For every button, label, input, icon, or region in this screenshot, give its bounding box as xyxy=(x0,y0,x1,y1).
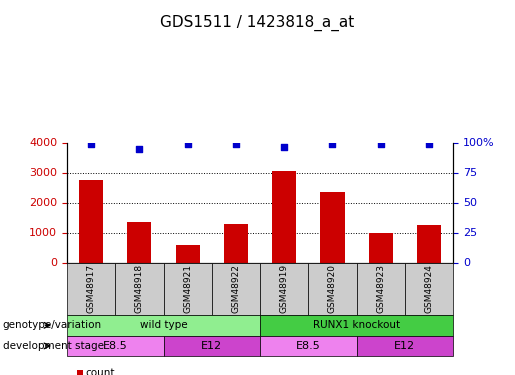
Text: count: count xyxy=(85,368,115,375)
Bar xyxy=(320,192,345,262)
Point xyxy=(232,141,240,147)
Text: GSM48918: GSM48918 xyxy=(135,264,144,314)
Bar xyxy=(417,225,441,262)
Text: E8.5: E8.5 xyxy=(296,341,321,351)
Point xyxy=(329,141,337,147)
Text: GSM48922: GSM48922 xyxy=(231,264,241,313)
Bar xyxy=(272,171,296,262)
Text: development stage: development stage xyxy=(3,341,104,351)
Text: E12: E12 xyxy=(394,341,416,351)
Text: wild type: wild type xyxy=(140,320,187,330)
Text: GSM48917: GSM48917 xyxy=(87,264,96,314)
Text: GSM48919: GSM48919 xyxy=(280,264,289,314)
Bar xyxy=(127,222,151,262)
Point xyxy=(183,141,192,147)
Point xyxy=(135,146,144,152)
Text: GDS1511 / 1423818_a_at: GDS1511 / 1423818_a_at xyxy=(160,15,355,31)
Text: E12: E12 xyxy=(201,341,222,351)
Text: GSM48923: GSM48923 xyxy=(376,264,385,313)
Bar xyxy=(224,224,248,262)
Text: GSM48921: GSM48921 xyxy=(183,264,192,313)
Point xyxy=(376,141,385,147)
Bar xyxy=(369,232,393,262)
Text: E8.5: E8.5 xyxy=(103,341,128,351)
Point xyxy=(425,141,433,147)
Text: GSM48924: GSM48924 xyxy=(424,264,434,313)
Point xyxy=(87,141,95,147)
Text: GSM48920: GSM48920 xyxy=(328,264,337,313)
Text: RUNX1 knockout: RUNX1 knockout xyxy=(313,320,400,330)
Text: genotype/variation: genotype/variation xyxy=(3,320,101,330)
Bar xyxy=(176,244,200,262)
Point xyxy=(280,144,288,150)
Bar xyxy=(79,180,103,262)
